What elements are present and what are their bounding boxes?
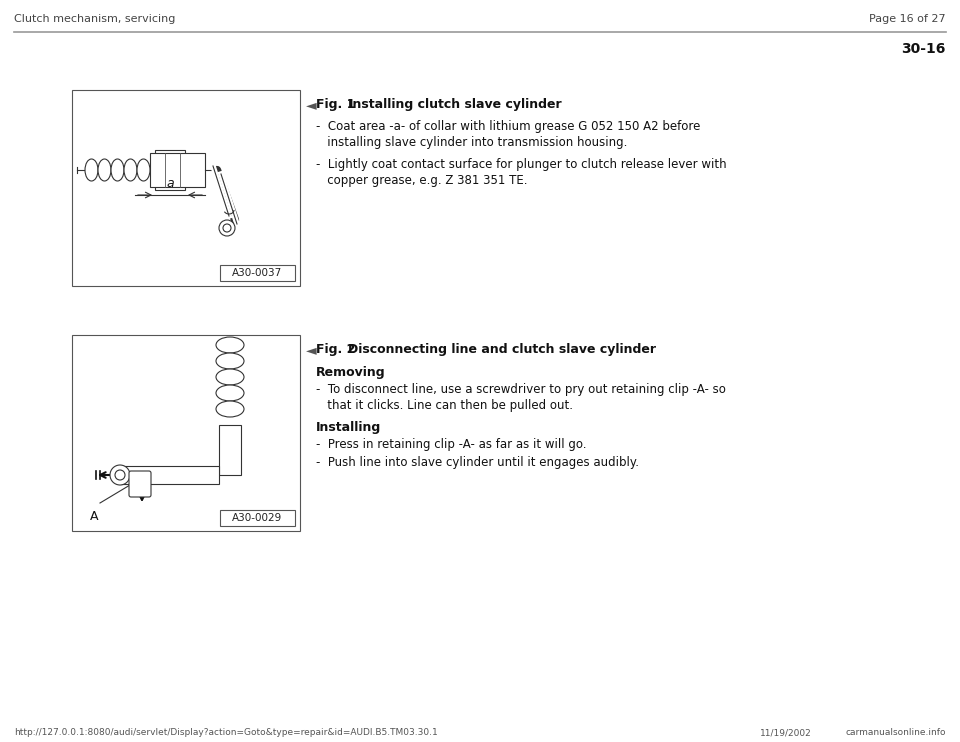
Ellipse shape (111, 159, 124, 181)
FancyBboxPatch shape (220, 510, 295, 526)
Text: a: a (166, 177, 174, 190)
Ellipse shape (216, 369, 244, 385)
Text: installing slave cylinder into transmission housing.: installing slave cylinder into transmiss… (316, 136, 628, 149)
Circle shape (223, 224, 231, 232)
Text: -  To disconnect line, use a screwdriver to pry out retaining clip -A- so: - To disconnect line, use a screwdriver … (316, 383, 726, 396)
Bar (72, 335, 300, 531)
Bar (72, 90, 300, 286)
Text: -  Lightly coat contact surface for plunger to clutch release lever with: - Lightly coat contact surface for plung… (316, 158, 727, 171)
Ellipse shape (216, 385, 244, 401)
Text: Installing: Installing (316, 421, 381, 434)
Text: Fig. 1: Fig. 1 (316, 98, 355, 111)
Ellipse shape (216, 337, 244, 353)
Text: ◄: ◄ (306, 343, 317, 357)
Text: http://127.0.0.1:8080/audi/servlet/Display?action=Goto&type=repair&id=AUDI.B5.TM: http://127.0.0.1:8080/audi/servlet/Displ… (14, 728, 438, 737)
Bar (150, 153, 205, 187)
Text: that it clicks. Line can then be pulled out.: that it clicks. Line can then be pulled … (316, 399, 573, 412)
FancyBboxPatch shape (129, 471, 151, 497)
Bar (155, 150, 185, 190)
Text: Page 16 of 27: Page 16 of 27 (870, 14, 946, 24)
Circle shape (115, 470, 125, 480)
Text: A30-0037: A30-0037 (232, 268, 282, 278)
Text: ◄: ◄ (306, 98, 317, 112)
Text: Disconnecting line and clutch slave cylinder: Disconnecting line and clutch slave cyli… (348, 343, 656, 356)
Text: Installing clutch slave cylinder: Installing clutch slave cylinder (348, 98, 562, 111)
Circle shape (219, 220, 235, 236)
Ellipse shape (85, 159, 98, 181)
Bar (219, 425, 241, 475)
Text: 11/19/2002: 11/19/2002 (760, 728, 812, 737)
Text: -  Press in retaining clip -A- as far as it will go.: - Press in retaining clip -A- as far as … (316, 438, 587, 451)
Ellipse shape (137, 159, 150, 181)
Circle shape (110, 465, 130, 485)
FancyBboxPatch shape (220, 265, 295, 281)
Text: copper grease, e.g. Z 381 351 TE.: copper grease, e.g. Z 381 351 TE. (316, 174, 527, 187)
Text: -  Push line into slave cylinder until it engages audibly.: - Push line into slave cylinder until it… (316, 456, 639, 469)
Text: 30-16: 30-16 (901, 42, 946, 56)
Text: A: A (90, 510, 99, 523)
Text: carmanualsonline.info: carmanualsonline.info (846, 728, 946, 737)
Ellipse shape (124, 159, 137, 181)
Ellipse shape (98, 159, 111, 181)
Text: -  Coat area -a- of collar with lithium grease G 052 150 A2 before: - Coat area -a- of collar with lithium g… (316, 120, 701, 133)
Text: Fig. 2: Fig. 2 (316, 343, 355, 356)
Text: A30-0029: A30-0029 (232, 513, 282, 523)
Ellipse shape (216, 401, 244, 417)
Bar (120, 466, 219, 484)
Ellipse shape (216, 353, 244, 369)
Text: Clutch mechanism, servicing: Clutch mechanism, servicing (14, 14, 176, 24)
Text: Removing: Removing (316, 366, 386, 379)
